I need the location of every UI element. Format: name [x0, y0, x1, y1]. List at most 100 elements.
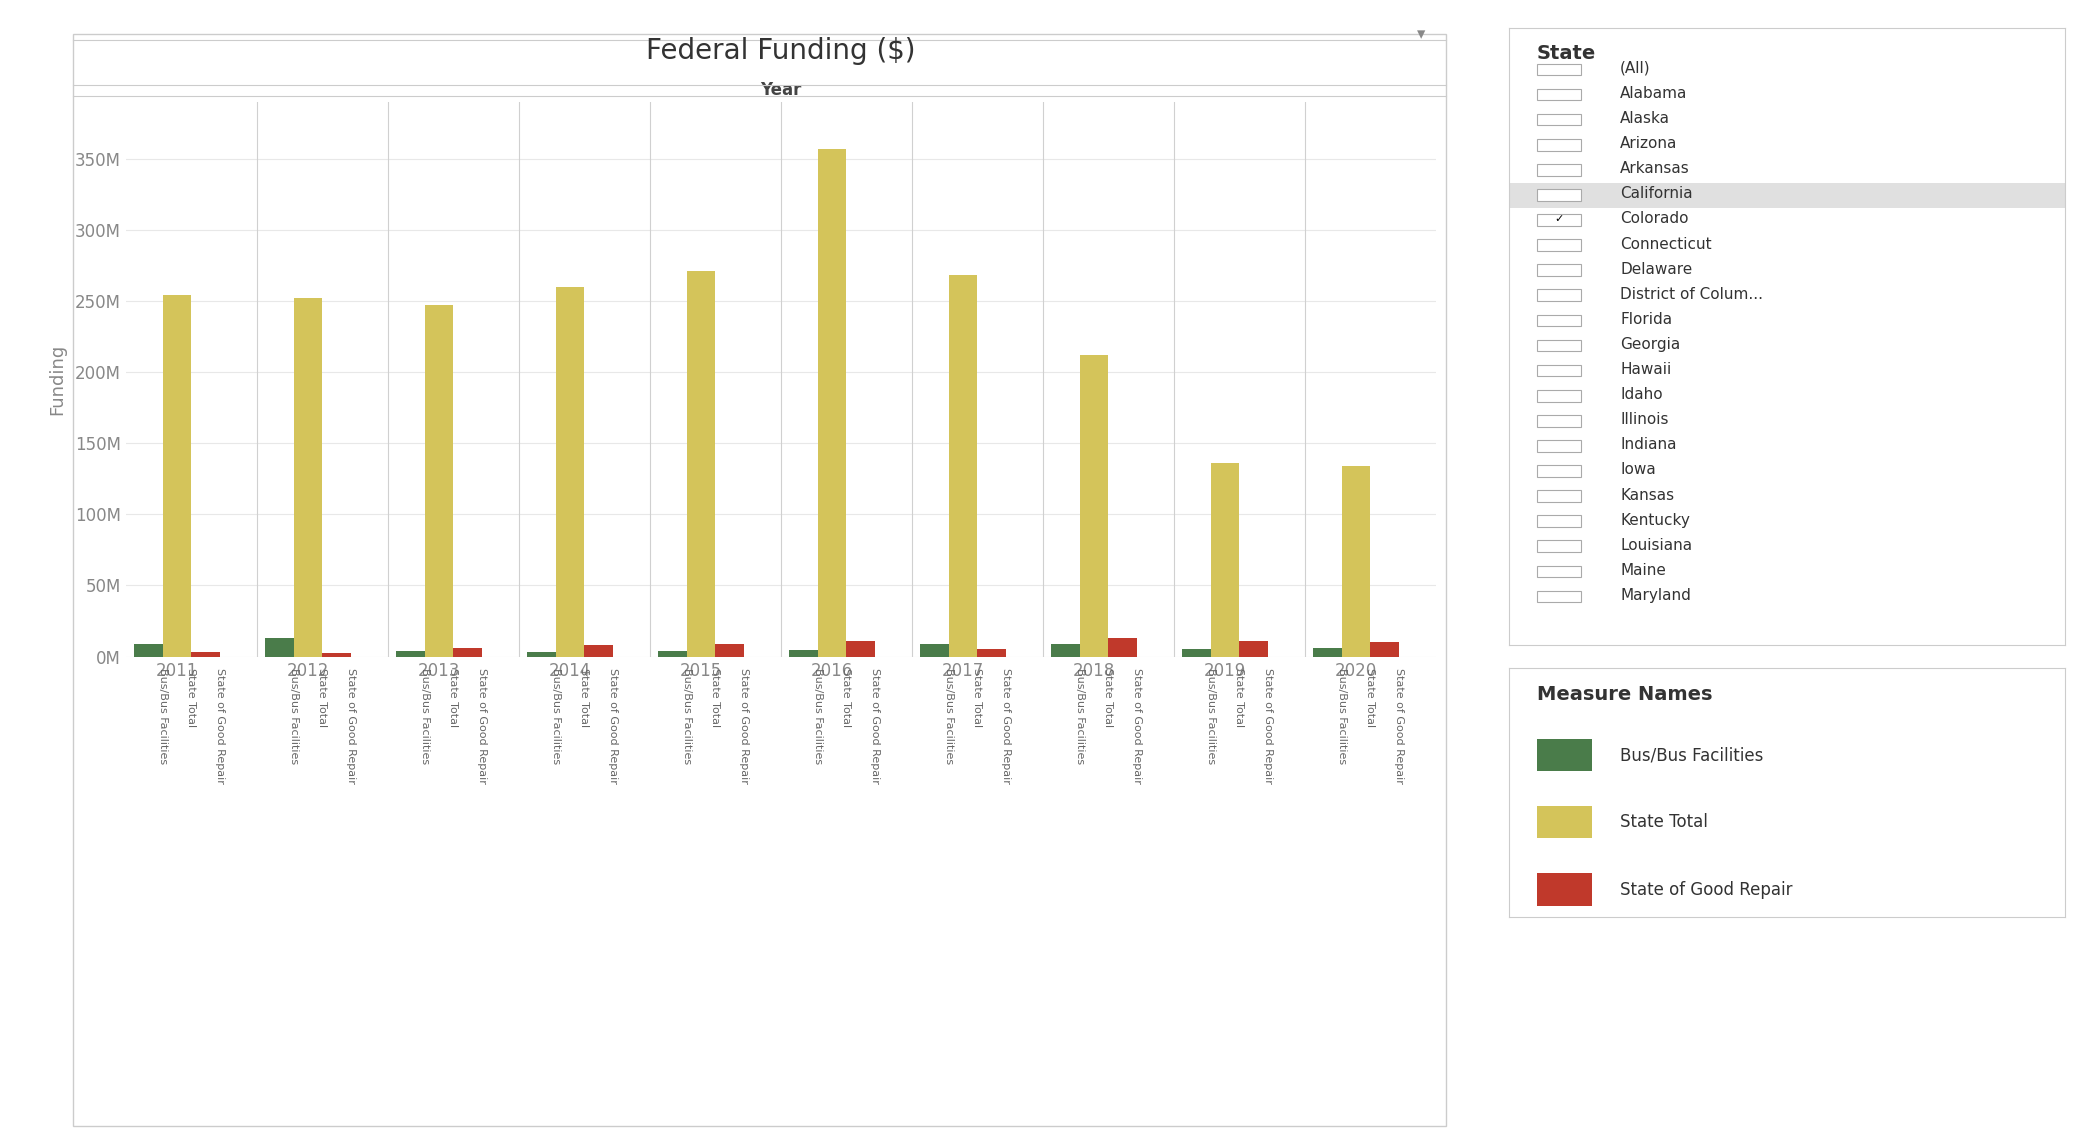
FancyBboxPatch shape	[1536, 88, 1580, 101]
Text: Georgia: Georgia	[1620, 337, 1681, 352]
Text: Hawaii: Hawaii	[1620, 362, 1671, 377]
Bar	[191, 652, 220, 657]
Text: Bus/Bus Facilities: Bus/Bus Facilities	[1620, 746, 1763, 764]
Text: Maine: Maine	[1620, 563, 1666, 577]
Text: Bus/Bus Facilities: Bus/Bus Facilities	[1075, 668, 1086, 764]
FancyBboxPatch shape	[1536, 415, 1580, 427]
Bar	[949, 275, 977, 657]
Text: State Total: State Total	[187, 668, 197, 727]
Text: State Total: State Total	[449, 668, 459, 727]
Bar	[1341, 466, 1371, 657]
Text: State of Good Repair: State of Good Repair	[1620, 881, 1792, 899]
FancyBboxPatch shape	[1536, 189, 1580, 200]
Text: Arkansas: Arkansas	[1620, 161, 1689, 177]
Text: Kansas: Kansas	[1620, 488, 1675, 503]
Text: Alaska: Alaska	[1620, 111, 1671, 126]
Text: Illinois: Illinois	[1620, 412, 1668, 427]
Y-axis label: Funding: Funding	[48, 344, 67, 414]
Bar	[1079, 355, 1109, 657]
Text: State Total: State Total	[316, 668, 327, 727]
Text: State Total: State Total	[1620, 813, 1708, 831]
Text: State of Good Repair: State of Good Repair	[346, 668, 356, 783]
Text: Iowa: Iowa	[1620, 463, 1656, 478]
Bar	[1239, 641, 1268, 657]
Bar	[1371, 642, 1398, 657]
Text: State Total: State Total	[973, 668, 983, 727]
Bar	[790, 650, 817, 657]
FancyBboxPatch shape	[1536, 340, 1580, 351]
Text: State of Good Repair: State of Good Repair	[1394, 668, 1404, 783]
Text: Bus/Bus Facilities: Bus/Bus Facilities	[813, 668, 824, 764]
Text: State of Good Repair: State of Good Repair	[1000, 668, 1010, 783]
FancyBboxPatch shape	[1536, 315, 1580, 326]
Bar	[977, 650, 1006, 657]
FancyBboxPatch shape	[1536, 214, 1580, 226]
Bar	[920, 644, 949, 657]
Text: Bus/Bus Facilities: Bus/Bus Facilities	[681, 668, 692, 764]
Text: State Total: State Total	[1235, 668, 1245, 727]
Text: Arizona: Arizona	[1620, 136, 1677, 152]
Bar	[658, 651, 687, 657]
Text: State: State	[1536, 44, 1597, 62]
Text: Maryland: Maryland	[1620, 588, 1691, 603]
Text: Indiana: Indiana	[1620, 437, 1677, 453]
FancyBboxPatch shape	[1536, 265, 1580, 276]
Text: State of Good Repair: State of Good Repair	[476, 668, 486, 783]
Bar	[1052, 644, 1079, 657]
FancyBboxPatch shape	[1536, 465, 1580, 477]
Text: Delaware: Delaware	[1620, 261, 1691, 276]
Text: (All): (All)	[1620, 61, 1652, 76]
FancyBboxPatch shape	[1536, 440, 1580, 452]
Text: District of Colum...: District of Colum...	[1620, 286, 1763, 302]
Text: Bus/Bus Facilities: Bus/Bus Facilities	[943, 668, 954, 764]
FancyBboxPatch shape	[1536, 806, 1593, 839]
Text: Bus/Bus Facilities: Bus/Bus Facilities	[1205, 668, 1216, 764]
FancyBboxPatch shape	[1536, 114, 1580, 126]
FancyBboxPatch shape	[1536, 63, 1580, 76]
Text: Kentucky: Kentucky	[1620, 513, 1689, 528]
Text: Bus/Bus Facilities: Bus/Bus Facilities	[157, 668, 168, 764]
FancyBboxPatch shape	[1536, 139, 1580, 151]
Text: State of Good Repair: State of Good Repair	[870, 668, 880, 783]
Bar	[1109, 638, 1136, 657]
Text: Idaho: Idaho	[1620, 387, 1662, 402]
FancyBboxPatch shape	[1536, 164, 1580, 175]
Text: Colorado: Colorado	[1620, 212, 1689, 226]
Bar	[847, 641, 874, 657]
Text: Connecticut: Connecticut	[1620, 237, 1712, 251]
Text: Measure Names: Measure Names	[1536, 685, 1712, 704]
Bar	[425, 306, 453, 657]
Text: State Total: State Total	[1102, 668, 1113, 727]
Text: State Total: State Total	[578, 668, 589, 727]
FancyBboxPatch shape	[1536, 490, 1580, 501]
Bar	[163, 295, 191, 657]
Bar	[585, 645, 612, 657]
Text: State of Good Repair: State of Good Repair	[1262, 668, 1272, 783]
Bar	[817, 148, 847, 657]
Text: Louisiana: Louisiana	[1620, 538, 1691, 552]
Text: ✓: ✓	[1555, 214, 1564, 224]
Text: State Total: State Total	[840, 668, 851, 727]
Bar	[715, 644, 744, 657]
Text: Bus/Bus Facilities: Bus/Bus Facilities	[1337, 668, 1348, 764]
FancyBboxPatch shape	[1536, 365, 1580, 377]
Text: State Total: State Total	[711, 668, 721, 727]
Title: Year: Year	[761, 80, 801, 98]
Text: Bus/Bus Facilities: Bus/Bus Facilities	[551, 668, 562, 764]
FancyBboxPatch shape	[1536, 591, 1580, 602]
FancyBboxPatch shape	[1536, 566, 1580, 577]
Text: State of Good Repair: State of Good Repair	[1132, 668, 1142, 783]
Bar	[396, 651, 425, 657]
FancyBboxPatch shape	[1536, 874, 1593, 906]
FancyBboxPatch shape	[1536, 540, 1580, 552]
Bar	[266, 638, 293, 657]
FancyBboxPatch shape	[1536, 239, 1580, 251]
Bar	[323, 653, 350, 657]
FancyBboxPatch shape	[1509, 182, 2065, 207]
Bar	[453, 648, 482, 657]
Bar	[555, 286, 585, 657]
Text: ▾: ▾	[1417, 25, 1425, 43]
Bar	[1314, 648, 1341, 657]
Text: Bus/Bus Facilities: Bus/Bus Facilities	[419, 668, 430, 764]
FancyBboxPatch shape	[1536, 389, 1580, 402]
